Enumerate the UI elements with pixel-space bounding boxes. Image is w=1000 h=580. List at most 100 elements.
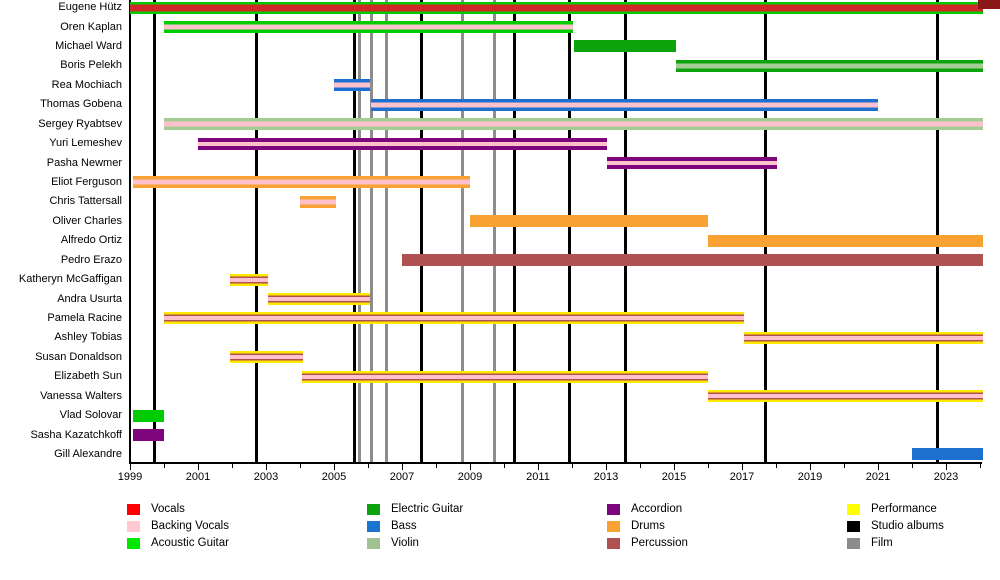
x-minor-tick bbox=[844, 464, 845, 468]
member-label: Elizabeth Sun bbox=[54, 370, 122, 383]
legend-label: Bass bbox=[391, 520, 417, 532]
member-label: Sergey Ryabtsev bbox=[38, 117, 122, 130]
legend-label: Backing Vocals bbox=[151, 520, 229, 532]
member-bar bbox=[164, 312, 744, 325]
film-line bbox=[461, 0, 465, 462]
legend-swatch-backing-vocals bbox=[127, 521, 140, 532]
member-bar bbox=[708, 390, 983, 403]
x-minor-tick bbox=[708, 464, 709, 468]
x-major-tick bbox=[674, 464, 675, 470]
member-label: Yuri Lemeshev bbox=[49, 137, 122, 150]
studio-album-line bbox=[623, 0, 627, 462]
member-label: Rea Mochiach bbox=[51, 78, 122, 91]
studio-album-line bbox=[513, 0, 517, 462]
legend-label: Performance bbox=[871, 503, 937, 515]
studio-album-line bbox=[152, 0, 156, 462]
x-major-tick bbox=[946, 464, 947, 470]
x-tick-label: 2023 bbox=[933, 471, 959, 483]
legend-label: Electric Guitar bbox=[391, 503, 464, 515]
member-bar bbox=[133, 176, 470, 189]
member-label: Vanessa Walters bbox=[40, 389, 122, 402]
legend-label: Acoustic Guitar bbox=[151, 537, 229, 549]
x-tick-label: 2019 bbox=[797, 471, 823, 483]
member-label: Eliot Ferguson bbox=[51, 175, 122, 188]
member-bar bbox=[164, 21, 574, 34]
legend: Vocals Backing Vocals Acoustic Guitar Elect… bbox=[0, 495, 1000, 565]
x-minor-tick bbox=[436, 464, 437, 468]
x-minor-tick bbox=[912, 464, 913, 468]
x-tick-label: 2021 bbox=[865, 471, 891, 483]
x-tick-label: 2013 bbox=[593, 471, 619, 483]
x-tick-label: 1999 bbox=[117, 471, 143, 483]
plot-area: 1999 2001 2003 2005 2007 2009 2011 2013 2015 2017… bbox=[18, 0, 983, 483]
member-label: Alfredo Ortiz bbox=[60, 234, 122, 247]
x-axis-line bbox=[129, 462, 982, 464]
member-bar bbox=[470, 215, 708, 228]
x-minor-tick bbox=[980, 464, 981, 468]
member-bar bbox=[164, 118, 983, 131]
member-label: Eugene Hütz bbox=[58, 1, 122, 14]
member-label: Pasha Newmer bbox=[46, 156, 122, 169]
x-minor-tick bbox=[232, 464, 233, 468]
member-bar bbox=[230, 351, 304, 364]
legend-label: Drums bbox=[631, 520, 665, 532]
member-label: Oren Kaplan bbox=[60, 20, 122, 33]
member-bar bbox=[607, 157, 778, 170]
legend-label: Film bbox=[871, 537, 893, 549]
studio-album-line bbox=[254, 0, 258, 462]
x-major-tick bbox=[470, 464, 471, 470]
x-minor-tick bbox=[368, 464, 369, 468]
studio-album-line bbox=[935, 0, 939, 462]
member-label: Oliver Charles bbox=[52, 214, 122, 227]
x-major-tick bbox=[198, 464, 199, 470]
x-tick-label: 2001 bbox=[185, 471, 211, 483]
legend-swatch-accordion bbox=[607, 504, 620, 515]
film-line bbox=[369, 0, 373, 462]
member-bar bbox=[743, 331, 983, 344]
x-tick-label: 2009 bbox=[457, 471, 483, 483]
x-major-tick bbox=[266, 464, 267, 470]
legend-swatch-vocals bbox=[127, 504, 140, 515]
studio-album-line bbox=[763, 0, 767, 462]
x-tick-label: 2007 bbox=[389, 471, 415, 483]
legend-label: Vocals bbox=[151, 503, 185, 515]
member-label: Chris Tattersall bbox=[49, 195, 122, 208]
member-bar bbox=[676, 59, 983, 72]
member-bar bbox=[133, 429, 164, 442]
legend-swatch-performance bbox=[847, 504, 860, 515]
member-label: Katheryn McGaffigan bbox=[18, 273, 122, 286]
x-tick-label: 2011 bbox=[526, 471, 550, 483]
x-minor-tick bbox=[164, 464, 165, 468]
member-label: Ashley Tobias bbox=[54, 331, 122, 344]
x-major-tick bbox=[742, 464, 743, 470]
member-label: Sasha Kazatchkoff bbox=[30, 428, 122, 441]
member-bar bbox=[371, 98, 878, 111]
cropped-corner-artifact bbox=[978, 0, 1000, 9]
legend-swatch-electric-guitar bbox=[367, 504, 380, 515]
member-label: Vlad Solovar bbox=[59, 409, 122, 422]
member-label: Pedro Erazo bbox=[60, 253, 122, 266]
legend-swatch-percussion bbox=[607, 538, 620, 549]
legend-label: Studio albums bbox=[871, 520, 944, 532]
studio-album-line bbox=[568, 0, 572, 462]
member-bar bbox=[198, 137, 608, 150]
x-tick-label: 2015 bbox=[661, 471, 687, 483]
legend-label: Accordion bbox=[631, 503, 683, 515]
member-label: Michael Ward bbox=[55, 39, 122, 52]
member-bar bbox=[402, 254, 983, 267]
legend-swatch-film bbox=[847, 538, 860, 549]
member-bar bbox=[133, 409, 164, 422]
film-line bbox=[357, 0, 361, 462]
member-label: Gill Alexandre bbox=[54, 447, 122, 460]
member-bar bbox=[267, 293, 371, 306]
x-minor-tick bbox=[572, 464, 573, 468]
x-major-tick bbox=[334, 464, 335, 470]
x-major-tick bbox=[606, 464, 607, 470]
legend-swatch-bass bbox=[367, 521, 380, 532]
legend-label: Percussion bbox=[631, 537, 688, 549]
member-bar bbox=[300, 195, 336, 208]
legend-swatch-violin bbox=[367, 538, 380, 549]
legend-swatch-acoustic-guitar bbox=[127, 538, 140, 549]
x-minor-tick bbox=[776, 464, 777, 468]
x-tick-label: 2017 bbox=[729, 471, 755, 483]
